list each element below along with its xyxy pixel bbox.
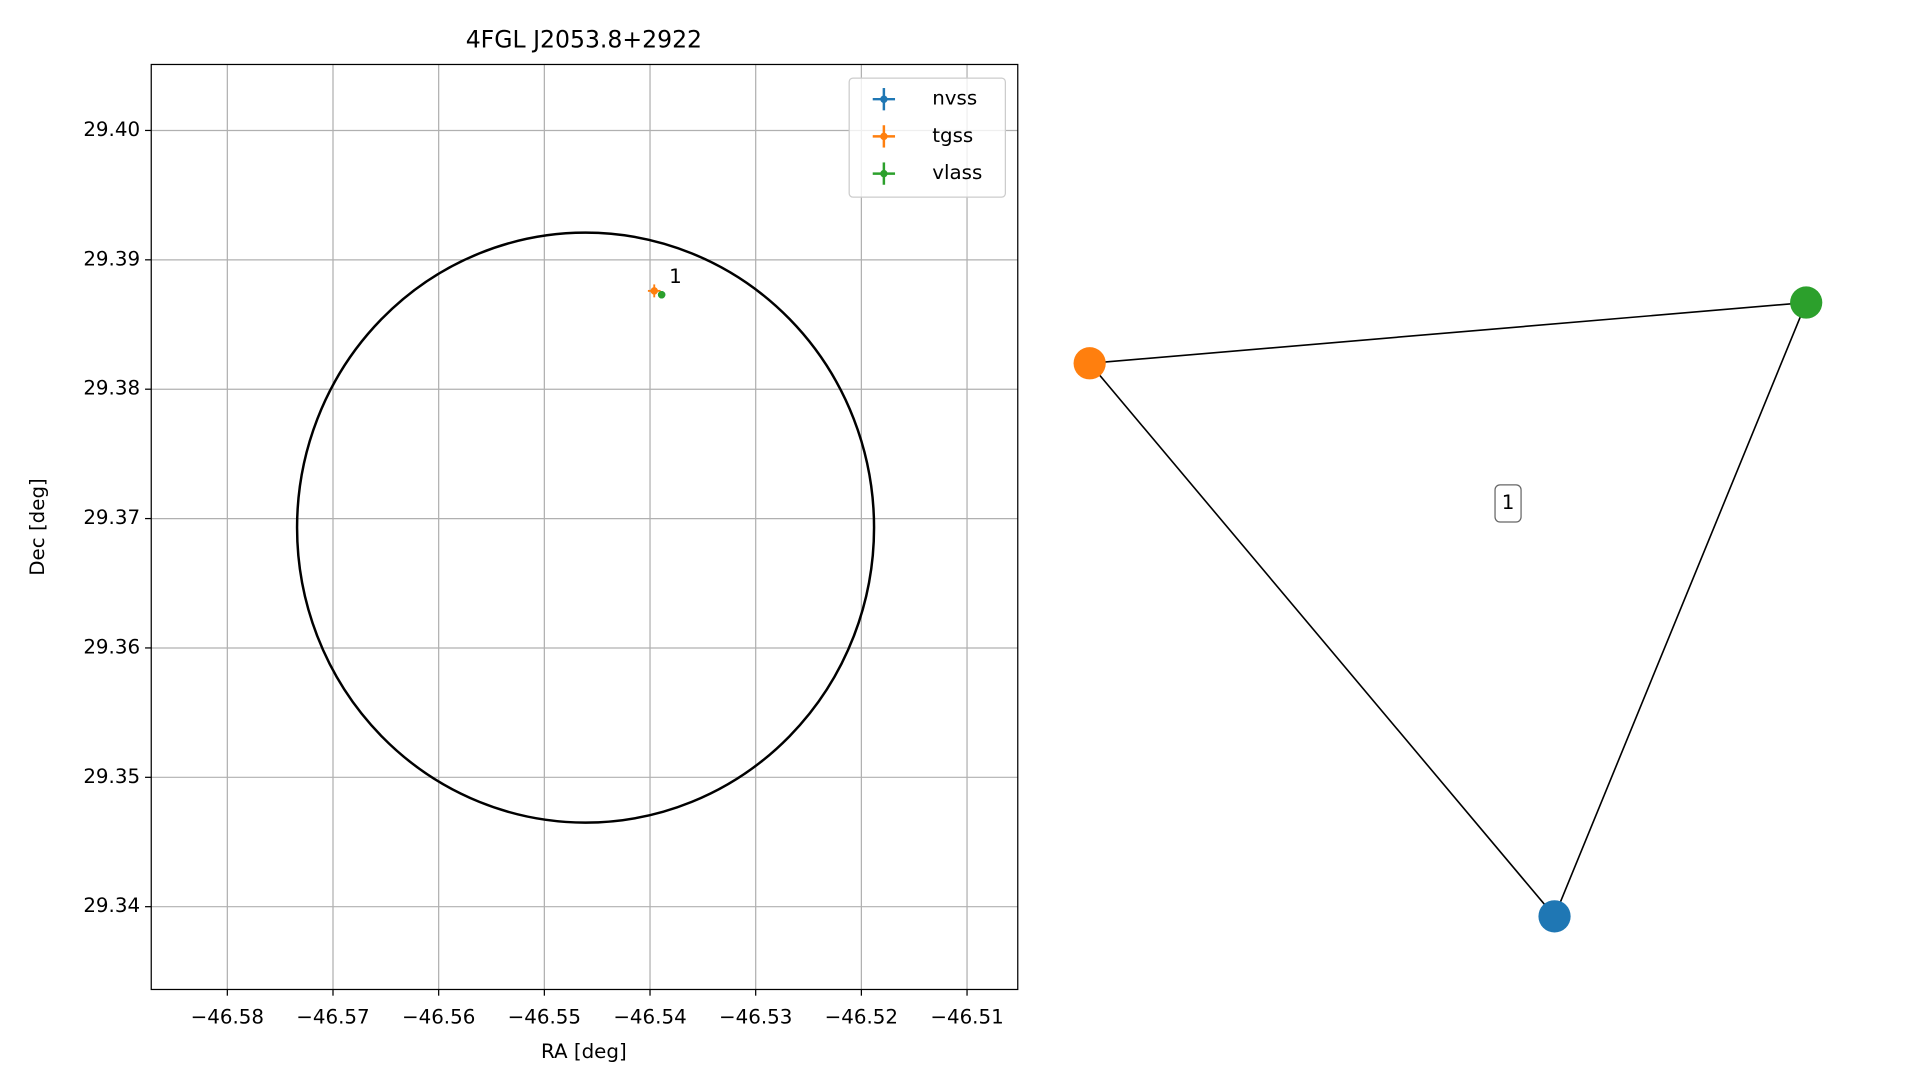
graph-label: 1 [1502, 491, 1515, 514]
y-tick-label: 29.38 [83, 377, 140, 400]
legend-label: tgss [932, 124, 973, 147]
x-tick-label: −46.58 [191, 1006, 264, 1029]
error-circle [295, 231, 876, 824]
legend-marker [880, 169, 888, 178]
y-axis-label: Dec [deg] [26, 478, 49, 576]
x-axis-label: RA [deg] [541, 1040, 627, 1063]
node [1790, 286, 1823, 319]
x-tick-label: −46.57 [296, 1006, 369, 1029]
node [1073, 347, 1106, 380]
y-tick-label: 29.36 [83, 635, 140, 658]
legend-marker [880, 95, 888, 103]
edge [1089, 362, 1556, 917]
legend-label: vlass [932, 161, 982, 184]
node [1538, 900, 1571, 933]
x-tick-label: −46.53 [719, 1006, 792, 1029]
plot-frame [150, 63, 1019, 991]
y-tick-label: 29.35 [83, 765, 140, 788]
y-tick-label: 29.37 [83, 506, 140, 529]
x-tick-label: −46.55 [508, 1006, 581, 1029]
label-box [1494, 484, 1522, 523]
legend-box [848, 77, 1006, 198]
point [657, 291, 666, 299]
chart-title: 4FGL J2053.8+2922 [466, 25, 702, 53]
y-tick-label: 29.34 [83, 894, 140, 917]
y-tick-label: 29.39 [83, 247, 140, 270]
legend-marker [880, 132, 888, 141]
x-tick-label: −46.56 [402, 1006, 475, 1029]
edge [1553, 302, 1807, 917]
edge [1089, 301, 1807, 365]
x-tick-label: −46.52 [825, 1006, 898, 1029]
x-tick-label: −46.54 [613, 1006, 686, 1029]
legend-label: nvss [932, 87, 977, 110]
annotation: 1 [669, 265, 682, 288]
point [650, 287, 658, 295]
y-tick-label: 29.40 [83, 118, 140, 141]
x-tick-label: −46.51 [930, 1006, 1003, 1029]
